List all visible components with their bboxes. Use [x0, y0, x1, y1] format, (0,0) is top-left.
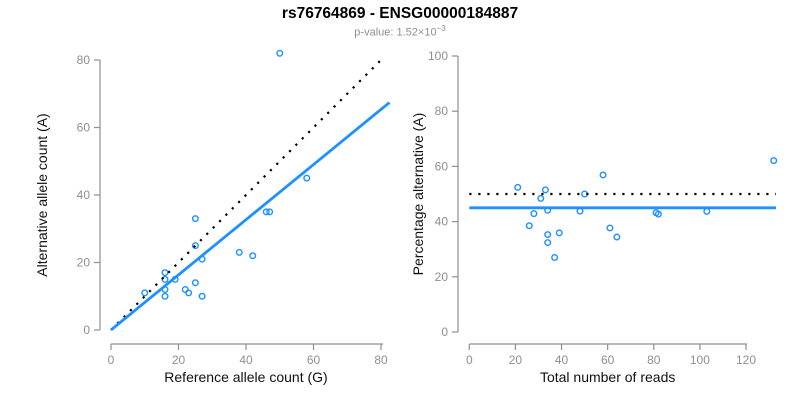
- data-point: [266, 208, 274, 216]
- data-point: [537, 194, 545, 202]
- y-tick-label: 60: [435, 159, 449, 173]
- y-tick-label: 80: [77, 53, 91, 67]
- fit-line-left: [110, 101, 391, 332]
- x-tick-label: 60: [307, 353, 321, 367]
- data-point: [181, 286, 189, 294]
- data-point: [276, 49, 284, 57]
- data-point: [191, 242, 199, 250]
- data-point: [161, 269, 169, 277]
- y-tick-label: 20: [77, 256, 91, 270]
- x-tick-label: 20: [509, 353, 523, 367]
- page-title: rs76764869 - ENSG00000184887: [281, 5, 519, 22]
- data-point: [191, 215, 199, 223]
- y-tick-label: 0: [441, 325, 448, 339]
- x-tick-label: 80: [374, 353, 388, 367]
- data-point: [544, 231, 552, 239]
- y-tick-label: 20: [435, 270, 449, 284]
- data-point: [770, 157, 778, 165]
- data-point: [303, 174, 311, 182]
- p-value-exponent: −3: [436, 24, 446, 33]
- data-point: [198, 292, 206, 300]
- x-tick-label: 40: [239, 353, 253, 367]
- data-point: [185, 289, 193, 297]
- data-point: [514, 183, 522, 191]
- data-point: [703, 207, 711, 215]
- data-point: [262, 208, 270, 216]
- data-point: [599, 171, 607, 179]
- p-value-text: p-value: 1.52×10: [354, 26, 437, 39]
- x-tick-label: 40: [555, 353, 569, 367]
- data-point: [551, 253, 559, 261]
- x-tick-label: 0: [108, 353, 115, 367]
- x-axis-title: Reference allele count (G): [164, 369, 327, 385]
- data-point: [161, 292, 169, 300]
- x-tick-label: 120: [736, 353, 756, 367]
- x-tick-label: 80: [647, 353, 661, 367]
- data-point: [654, 210, 662, 218]
- data-point: [530, 210, 538, 218]
- y-tick-label: 80: [435, 104, 449, 118]
- y-tick-label: 40: [435, 215, 449, 229]
- expected-line-left: [110, 55, 386, 331]
- y-tick-label: 60: [77, 121, 91, 135]
- y-tick-label: 0: [83, 323, 90, 337]
- data-point: [544, 239, 552, 247]
- x-tick-label: 20: [172, 353, 186, 367]
- y-tick-label: 40: [77, 188, 91, 202]
- data-point: [606, 224, 614, 232]
- y-tick-label: 100: [428, 49, 448, 63]
- data-point: [525, 222, 533, 230]
- data-point: [555, 229, 563, 237]
- data-point: [141, 289, 149, 297]
- data-point: [249, 252, 257, 260]
- data-point: [191, 279, 199, 287]
- x-axis-title: Total number of reads: [540, 369, 675, 385]
- x-tick-label: 60: [601, 353, 615, 367]
- data-point: [235, 248, 243, 256]
- x-tick-label: 0: [466, 353, 473, 367]
- x-tick-label: 100: [690, 353, 710, 367]
- p-value-subtitle: p-value: 1.52×10−3: [0, 24, 800, 39]
- data-point: [613, 233, 621, 241]
- y-axis-title: Alternative allele count (A): [34, 113, 50, 276]
- y-axis-title: Percentage alternative (A): [410, 113, 426, 276]
- data-point: [541, 186, 549, 194]
